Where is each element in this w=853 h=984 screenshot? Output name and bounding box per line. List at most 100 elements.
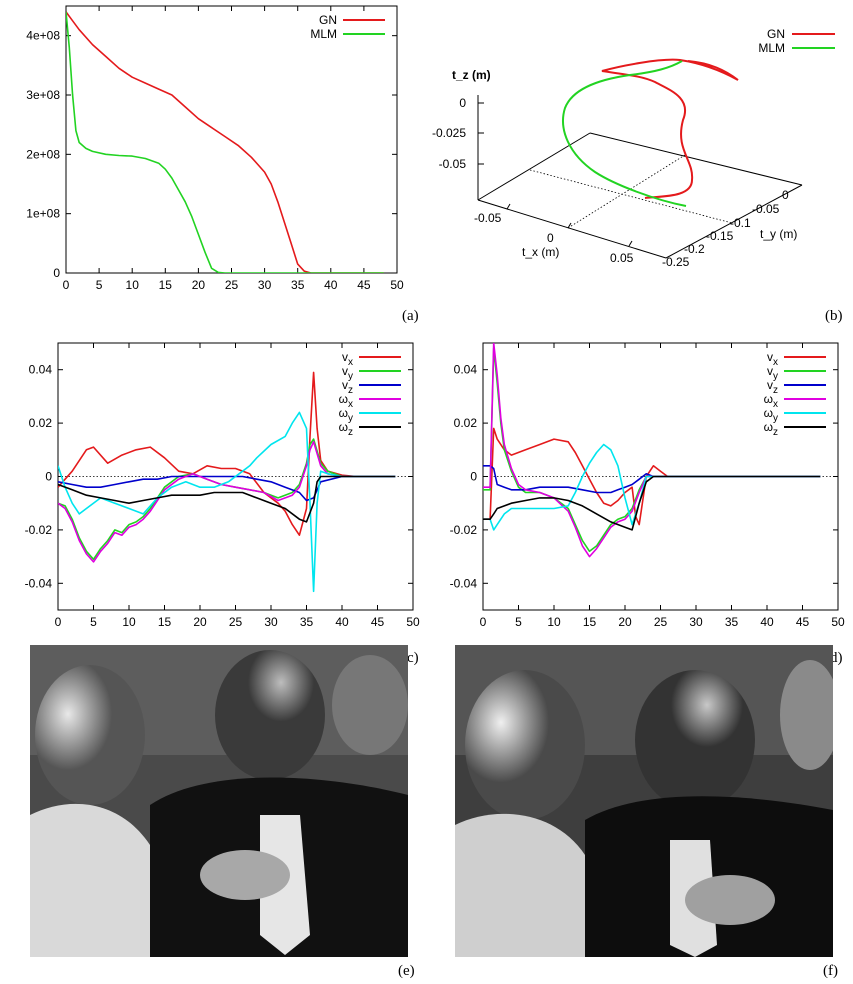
series-line-1 xyxy=(66,11,384,273)
y-tick-label: 0 xyxy=(470,470,477,484)
ty-tick-label: -0.15 xyxy=(706,229,734,243)
tz-ticks: 0 -0.025 -0.05 xyxy=(432,96,484,171)
plot-frame xyxy=(65,5,398,274)
x-tick-label: 20 xyxy=(192,278,206,292)
series-line-6 xyxy=(58,475,396,523)
x-tick-label: 45 xyxy=(371,615,385,629)
tz-axis-label: t_z (m) xyxy=(452,68,491,82)
box-edge xyxy=(477,199,667,259)
y-tick-label: 0.04 xyxy=(454,363,478,377)
legend-label-2: vy xyxy=(342,364,353,382)
y-tick-label: -0.02 xyxy=(25,523,53,537)
photo-e xyxy=(30,645,408,957)
ty-tick-label: -0.2 xyxy=(684,242,705,256)
legend-label-1: vx xyxy=(767,350,778,368)
series-line-6 xyxy=(483,475,821,531)
panel-label-e: (e) xyxy=(398,963,415,979)
x-tick-label: 40 xyxy=(324,278,338,292)
y-tick-label: 0.02 xyxy=(454,416,478,430)
legend-label-2: vy xyxy=(767,364,778,382)
tx-axis-label: t_x (m) xyxy=(522,245,559,259)
tz-tick-label: 0 xyxy=(459,96,466,110)
x-tick-label: 0 xyxy=(480,615,487,629)
x-tick-label: 5 xyxy=(90,615,97,629)
x-tick-label: 10 xyxy=(547,615,561,629)
tx-tick-label: 0.05 xyxy=(610,251,634,265)
x-tick-label: 10 xyxy=(122,615,136,629)
x-tick-label: 40 xyxy=(335,615,349,629)
photo-e-image xyxy=(30,645,408,957)
y-tick-label: 0 xyxy=(53,266,60,280)
ty-tick-label: -0.1 xyxy=(730,216,751,230)
x-tick-label: 15 xyxy=(583,615,597,629)
x-tick-label: 30 xyxy=(689,615,703,629)
panel-label-b: (b) xyxy=(825,308,843,324)
legend-label-mlm: MLM xyxy=(758,41,785,55)
legend-label-gn: GN xyxy=(767,27,785,41)
x-tick-label: 20 xyxy=(193,615,207,629)
y-tick-label: -0.04 xyxy=(450,576,478,590)
chart-a: 0 5 10 15 20 25 30 35 40 45 50 0 1e+08 2e+08 3e+08 4e+0… xyxy=(26,5,404,292)
legend-label-6: ωz xyxy=(339,420,353,438)
y-tick-label: 0 xyxy=(45,470,52,484)
y-tick-label: -0.04 xyxy=(25,576,53,590)
tx-tick-label: -0.05 xyxy=(474,211,502,225)
ty-ticks: 0 -0.05 -0.1 -0.15 -0.2 -0.25 xyxy=(662,188,789,269)
x-tick-label: 50 xyxy=(831,615,845,629)
legend-label-5: ωy xyxy=(764,406,778,424)
legend-label-3: vz xyxy=(342,378,353,396)
tx-ticks: -0.05 0 0.05 xyxy=(474,203,634,265)
box-edge xyxy=(477,132,591,201)
series-line-4 xyxy=(58,441,396,563)
tz-tick-label: -0.025 xyxy=(432,126,466,140)
x-tick-label: 0 xyxy=(63,278,70,292)
tz-tick-label: -0.05 xyxy=(439,157,467,171)
y-tick-label: 0.04 xyxy=(29,363,53,377)
x-tick-label: 45 xyxy=(357,278,371,292)
y-tick-label: 3e+08 xyxy=(26,88,60,102)
x-tick-label: 40 xyxy=(760,615,774,629)
x-tick-label: 20 xyxy=(618,615,632,629)
legend-label-4: ωx xyxy=(764,392,778,410)
photo-f-image xyxy=(455,645,833,957)
x-tick-label: 30 xyxy=(264,615,278,629)
y-tick-label: 1e+08 xyxy=(26,207,60,221)
photo-f xyxy=(455,645,833,957)
ty-tick-label: 0 xyxy=(782,188,789,202)
y-tick-label: 4e+08 xyxy=(26,29,60,43)
x-tick-label: 35 xyxy=(725,615,739,629)
grid-line xyxy=(529,169,733,224)
x-tick-label: 5 xyxy=(515,615,522,629)
series-line-5 xyxy=(483,443,821,531)
box-edge xyxy=(665,184,803,259)
tx-tick-label: 0 xyxy=(547,231,554,245)
series-line-3 xyxy=(483,465,821,494)
ty-axis-label: t_y (m) xyxy=(760,227,797,241)
x-tick-label: 15 xyxy=(159,278,173,292)
x-tick-label: 35 xyxy=(291,278,305,292)
x-tick-label: 35 xyxy=(300,615,314,629)
legend-label-1: GN xyxy=(319,13,337,27)
legend-label-4: ωx xyxy=(339,392,353,410)
x-tick-label: 0 xyxy=(55,615,62,629)
legend-label-2: MLM xyxy=(310,27,337,41)
x-tick-label: 5 xyxy=(96,278,103,292)
x-tick-label: 25 xyxy=(225,278,239,292)
grid-3d xyxy=(529,154,733,229)
legend-label-5: ωy xyxy=(339,406,353,424)
y-tick-label: 2e+08 xyxy=(26,147,60,161)
x-tick-label: 50 xyxy=(406,615,420,629)
trajectory-gn xyxy=(601,58,739,199)
trajectory-mlm xyxy=(562,60,687,207)
series-line-3 xyxy=(58,475,396,502)
panel-label-a: (a) xyxy=(402,308,419,324)
legend-label-1: vx xyxy=(342,350,353,368)
ty-tick-label: -0.05 xyxy=(752,202,780,216)
chart-c: 0 5 10 15 20 25 30 35 40 45 50 -0.04 -0.02 0 0.02 0.04 v… xyxy=(25,342,420,629)
legend-label-3: vz xyxy=(767,378,778,396)
box-edge xyxy=(589,132,803,186)
legend-b: GN MLM xyxy=(758,27,835,55)
x-tick-label: 25 xyxy=(229,615,243,629)
x-tick-label: 50 xyxy=(390,278,404,292)
x-tick-label: 30 xyxy=(258,278,272,292)
